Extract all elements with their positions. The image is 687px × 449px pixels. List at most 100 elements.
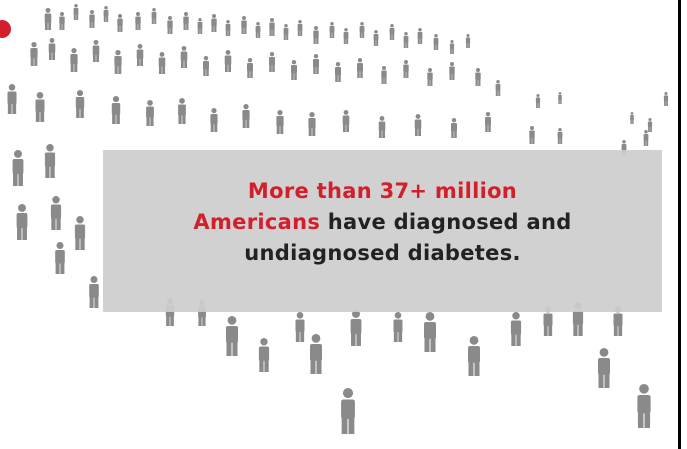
person-icon xyxy=(308,112,316,136)
person-icon xyxy=(135,12,141,30)
person-icon xyxy=(535,94,541,108)
banner-line-3: undiagnosed diabetes. xyxy=(121,238,644,269)
person-icon xyxy=(350,310,362,346)
person-icon xyxy=(485,112,491,132)
person-icon xyxy=(433,34,439,50)
person-icon xyxy=(180,46,188,68)
person-icon xyxy=(70,48,78,72)
banner-text-3: undiagnosed diabetes. xyxy=(244,241,521,265)
person-icon xyxy=(663,92,669,106)
person-icon xyxy=(403,31,409,48)
person-icon xyxy=(357,58,363,78)
person-icon xyxy=(510,312,522,346)
person-icon xyxy=(242,104,250,128)
person-icon xyxy=(427,68,433,86)
banner-line-2: Americans have diagnosed and xyxy=(121,207,644,238)
person-icon xyxy=(178,98,186,124)
person-icon xyxy=(313,54,319,74)
person-icon xyxy=(291,60,297,80)
person-icon xyxy=(424,312,436,352)
person-icon xyxy=(151,8,157,24)
person-icon xyxy=(449,40,455,54)
person-icon xyxy=(16,204,28,240)
banner-highlight-count: More than 37+ million xyxy=(247,179,518,203)
person-icon xyxy=(247,58,253,78)
person-icon xyxy=(114,50,122,74)
person-icon xyxy=(269,52,275,72)
person-icon xyxy=(297,20,303,36)
person-icon xyxy=(50,196,62,230)
person-icon xyxy=(269,18,275,36)
person-icon xyxy=(598,348,610,388)
person-icon xyxy=(414,114,422,136)
person-icon xyxy=(35,92,45,122)
person-icon xyxy=(103,6,109,22)
person-icon xyxy=(255,22,261,38)
person-icon xyxy=(529,126,535,144)
person-icon xyxy=(449,62,455,80)
person-icon xyxy=(451,118,457,138)
person-icon xyxy=(146,100,154,126)
person-icon xyxy=(203,56,209,76)
person-icon xyxy=(74,216,86,250)
person-icon xyxy=(637,384,651,428)
person-icon xyxy=(310,334,322,374)
person-icon xyxy=(73,4,79,20)
person-icon xyxy=(373,30,379,46)
person-icon xyxy=(389,24,395,40)
person-icon xyxy=(59,12,65,30)
person-icon xyxy=(89,276,99,308)
person-icon xyxy=(643,130,649,146)
person-icon xyxy=(381,66,387,84)
person-icon xyxy=(313,26,319,44)
person-icon xyxy=(211,14,217,32)
person-icon xyxy=(55,242,65,274)
banner-line-1: More than 37+ million xyxy=(121,176,644,207)
person-icon xyxy=(558,92,562,104)
person-icon xyxy=(44,144,56,178)
person-icon xyxy=(89,10,95,28)
person-icon xyxy=(393,312,403,342)
person-icon xyxy=(92,40,100,62)
person-icon xyxy=(111,96,121,124)
person-icon xyxy=(329,22,335,38)
person-icon xyxy=(341,388,355,434)
person-icon xyxy=(378,116,386,138)
person-icon xyxy=(225,20,231,36)
person-icon xyxy=(158,52,166,74)
person-icon xyxy=(224,50,232,72)
person-icon xyxy=(210,108,218,132)
person-icon xyxy=(630,112,634,124)
person-icon xyxy=(241,16,247,34)
person-icon xyxy=(557,127,563,144)
person-icon xyxy=(30,42,38,66)
person-icon xyxy=(475,68,481,86)
person-icon xyxy=(359,22,365,38)
person-icon xyxy=(342,110,350,132)
person-icon xyxy=(183,12,189,30)
person-icon xyxy=(75,90,85,118)
person-icon xyxy=(465,34,471,48)
person-icon xyxy=(258,338,270,372)
person-icon xyxy=(44,8,52,30)
person-icon xyxy=(136,44,144,66)
person-icon xyxy=(7,84,17,114)
person-icon xyxy=(647,118,653,132)
frame-border-right xyxy=(678,0,681,449)
person-icon xyxy=(276,110,284,134)
person-icon xyxy=(417,28,423,44)
person-icon xyxy=(197,18,203,34)
person-icon xyxy=(117,14,123,32)
person-icon xyxy=(295,312,305,342)
banner-text-2: have diagnosed and xyxy=(320,210,572,234)
person-icon xyxy=(12,150,24,186)
banner-highlight-americans: Americans xyxy=(193,210,321,234)
person-icon xyxy=(495,80,501,96)
person-icon xyxy=(343,28,349,44)
person-icon xyxy=(226,316,238,356)
statistic-banner: More than 37+ million Americans have dia… xyxy=(103,150,662,312)
person-icon xyxy=(167,16,173,34)
person-icon xyxy=(48,38,56,60)
person-icon xyxy=(468,336,480,376)
